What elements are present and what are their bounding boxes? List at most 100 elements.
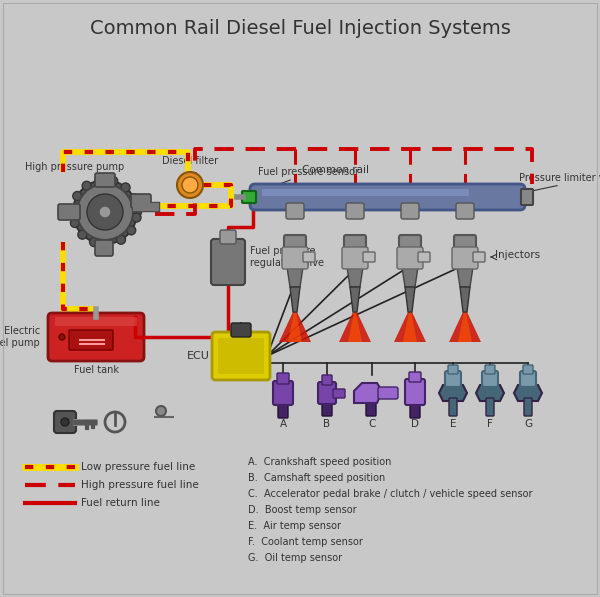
Polygon shape [347,267,363,287]
FancyBboxPatch shape [409,372,421,382]
FancyBboxPatch shape [485,365,495,374]
Polygon shape [458,312,472,342]
Circle shape [87,194,123,230]
FancyBboxPatch shape [520,371,536,387]
Polygon shape [439,385,467,401]
Text: High pressure pump: High pressure pump [25,162,125,172]
Polygon shape [279,312,311,342]
FancyBboxPatch shape [282,247,308,269]
FancyBboxPatch shape [54,411,76,433]
FancyBboxPatch shape [231,323,251,337]
Circle shape [182,177,198,193]
FancyBboxPatch shape [344,235,366,259]
Text: G: G [524,419,532,429]
FancyBboxPatch shape [95,173,115,187]
Circle shape [156,406,166,416]
FancyBboxPatch shape [48,313,144,361]
Text: Common Rail Diesel Fuel Injection Systems: Common Rail Diesel Fuel Injection System… [89,19,511,38]
Text: Fuel return line: Fuel return line [81,498,160,508]
Text: B.  Camshaft speed position: B. Camshaft speed position [248,473,385,483]
FancyBboxPatch shape [318,382,336,404]
FancyBboxPatch shape [322,401,332,416]
FancyBboxPatch shape [456,203,474,219]
FancyBboxPatch shape [452,247,478,269]
Polygon shape [350,287,360,312]
FancyBboxPatch shape [445,371,461,387]
FancyBboxPatch shape [401,203,419,219]
Polygon shape [287,267,303,287]
Polygon shape [348,312,362,342]
FancyBboxPatch shape [220,230,236,244]
Polygon shape [290,287,300,312]
Circle shape [73,180,137,244]
FancyBboxPatch shape [278,402,288,418]
Polygon shape [476,385,504,401]
Text: A: A [280,419,287,429]
FancyBboxPatch shape [473,252,485,262]
Text: Diesel filter: Diesel filter [162,156,218,166]
FancyBboxPatch shape [524,398,532,416]
FancyBboxPatch shape [482,371,498,387]
Text: C.  Accelerator pedal brake / clutch / vehicle speed sensor: C. Accelerator pedal brake / clutch / ve… [248,489,533,499]
Text: C: C [368,419,376,429]
FancyBboxPatch shape [303,252,315,262]
Text: Injectors: Injectors [495,250,540,260]
Circle shape [116,235,125,244]
Text: F.  Coolant temp sensor: F. Coolant temp sensor [248,537,363,547]
FancyBboxPatch shape [378,387,398,399]
Text: G.  Oil temp sensor: G. Oil temp sensor [248,553,342,563]
Text: High pressure fuel line: High pressure fuel line [81,480,199,490]
FancyBboxPatch shape [131,194,151,208]
Text: Low pressure fuel line: Low pressure fuel line [81,462,195,472]
FancyBboxPatch shape [333,389,345,398]
Text: Fuel tank: Fuel tank [74,365,119,375]
Text: B: B [323,419,331,429]
Circle shape [59,334,65,340]
FancyBboxPatch shape [397,247,423,269]
Circle shape [78,230,87,239]
FancyBboxPatch shape [363,252,375,262]
FancyBboxPatch shape [273,381,293,405]
Polygon shape [339,312,371,342]
Polygon shape [402,267,418,287]
Polygon shape [449,312,481,342]
Polygon shape [460,287,470,312]
Text: Pressure limiter valve: Pressure limiter valve [519,173,600,183]
Circle shape [121,183,130,192]
FancyBboxPatch shape [486,398,494,416]
FancyBboxPatch shape [399,235,421,259]
Text: Electric
fuel pump: Electric fuel pump [0,326,40,348]
Circle shape [73,192,82,201]
FancyBboxPatch shape [366,400,376,416]
FancyBboxPatch shape [449,398,457,416]
Polygon shape [457,267,473,287]
FancyBboxPatch shape [250,184,525,210]
Text: E.  Air temp sensor: E. Air temp sensor [248,521,341,531]
Polygon shape [514,385,542,401]
Polygon shape [394,312,426,342]
Circle shape [133,208,142,217]
Text: E: E [450,419,456,429]
Circle shape [68,205,77,214]
Text: D: D [411,419,419,429]
FancyBboxPatch shape [218,338,264,374]
Circle shape [89,238,98,247]
FancyBboxPatch shape [69,330,113,350]
FancyBboxPatch shape [242,191,256,203]
FancyBboxPatch shape [95,240,113,256]
FancyBboxPatch shape [284,235,306,259]
FancyBboxPatch shape [448,365,458,374]
FancyBboxPatch shape [342,247,368,269]
FancyBboxPatch shape [418,252,430,262]
Circle shape [95,176,104,185]
FancyBboxPatch shape [523,365,533,374]
Text: ECU: ECU [187,351,210,361]
Circle shape [82,181,91,190]
FancyBboxPatch shape [346,203,364,219]
Polygon shape [405,287,415,312]
FancyBboxPatch shape [55,317,137,326]
Circle shape [127,226,136,235]
FancyBboxPatch shape [286,203,304,219]
FancyBboxPatch shape [262,189,469,196]
Circle shape [99,206,111,218]
